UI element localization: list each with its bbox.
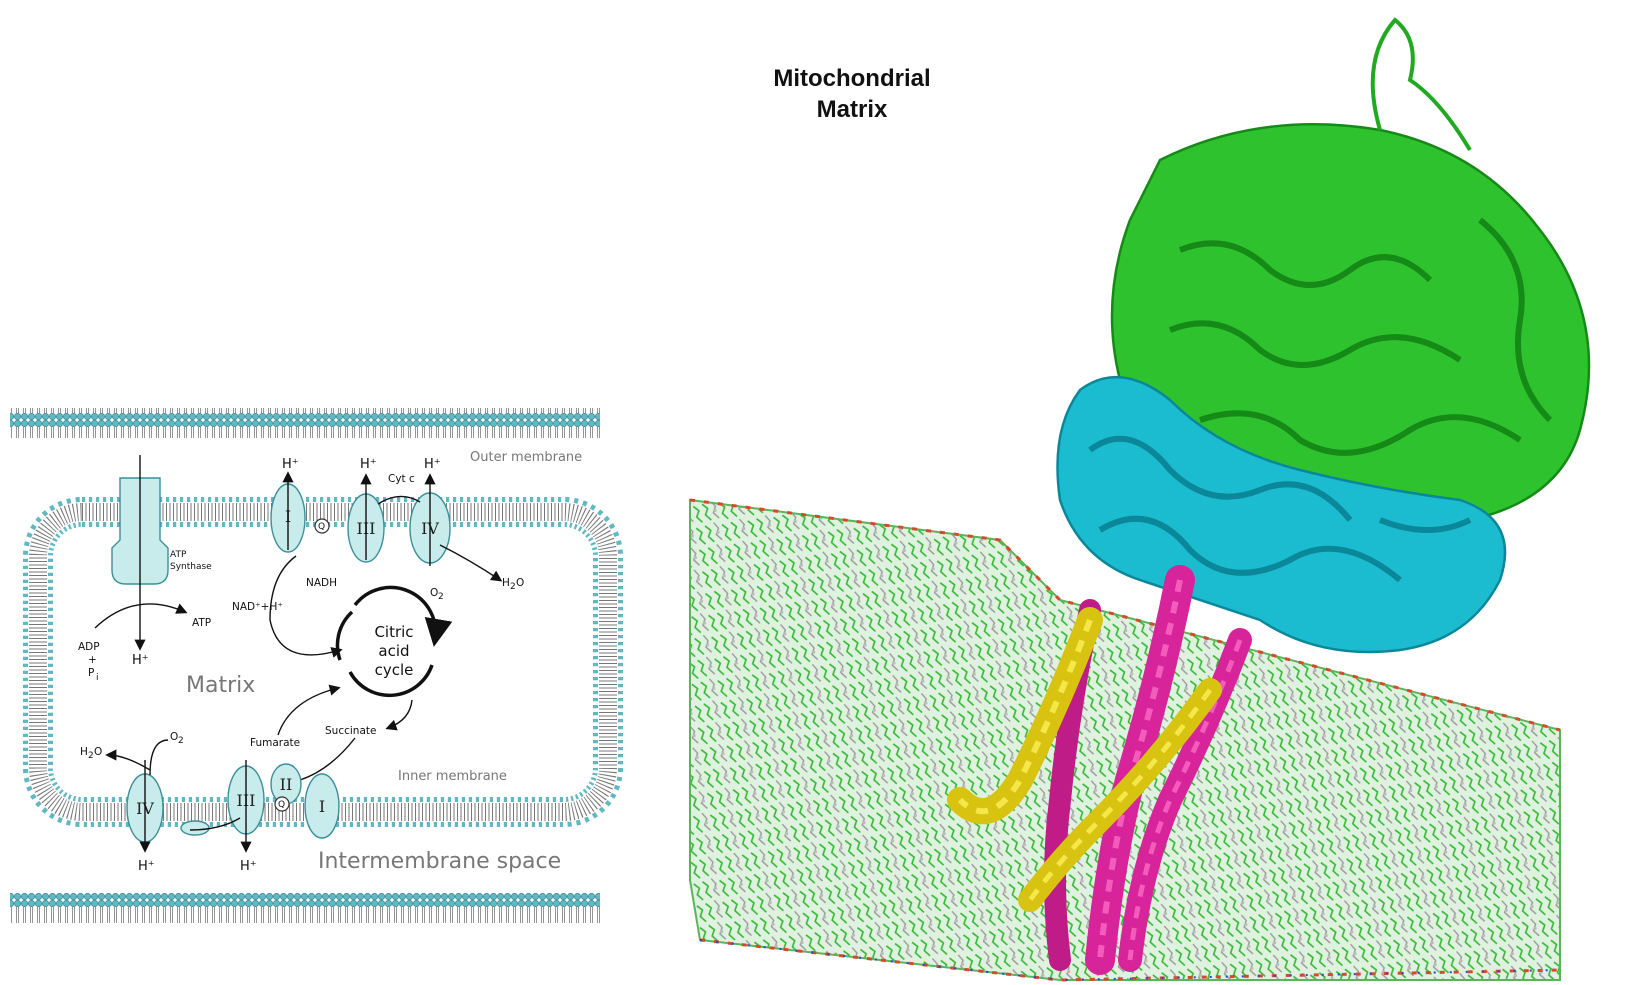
svg-text:2: 2 — [88, 751, 94, 761]
yellow-helices — [947, 607, 1222, 912]
svg-text:Q: Q — [278, 800, 285, 810]
svg-text:2: 2 — [178, 736, 184, 746]
intermembrane-bottom-bilayer — [10, 893, 600, 923]
h-plus-complex-III: H⁺ — [360, 457, 377, 472]
complex-I-bottom — [304, 773, 340, 839]
complex-I-bottom-label: I — [319, 797, 325, 816]
h-plus-bottom-III: H⁺ — [240, 859, 257, 874]
intermembrane-space-label: Intermembrane space — [318, 849, 561, 874]
citric-cycle-line-2: acid — [378, 642, 409, 660]
adp-plus: + — [88, 654, 97, 666]
h2o-bottom-h: H — [80, 746, 88, 758]
adp-label: ADP — [78, 641, 100, 653]
q-bottom — [274, 796, 290, 812]
h-plus-atp-synthase: H⁺ — [132, 653, 149, 668]
svg-text:2: 2 — [510, 582, 516, 592]
phosphate-label: P — [88, 667, 94, 679]
phosphate-sub: i — [96, 673, 99, 683]
svg-text:O: O — [516, 577, 524, 589]
atp-synthase-label-1: ATP — [170, 550, 187, 560]
h-plus-complex-IV: H⁺ — [424, 457, 441, 472]
fumarate-label: Fumarate — [250, 737, 300, 749]
nadh-label: NADH — [306, 577, 337, 589]
o2-bottom: O — [170, 731, 178, 743]
protein-membrane-structure — [689, 17, 1591, 982]
svg-text:2: 2 — [438, 592, 444, 602]
atp-label: ATP — [192, 617, 211, 629]
atp-synthase-label-2: Synthase — [170, 562, 212, 572]
h-plus-complex-I: H⁺ — [282, 457, 299, 472]
title-line-2: Matrix — [817, 96, 888, 123]
electron-transport-diagram: Outer membrane Inner membrane ATP Syntha… — [10, 408, 623, 923]
outer-membrane-bilayer — [10, 408, 600, 438]
q-top — [314, 518, 330, 534]
green-protein-domain — [1110, 17, 1591, 528]
succinate-label: Succinate — [325, 725, 376, 737]
citric-cycle-line-3: cycle — [375, 661, 414, 679]
cyt-c-bottom — [180, 820, 210, 836]
h2o-top-h: H — [502, 577, 510, 589]
nad-label: NAD⁺+H⁺ — [232, 601, 283, 613]
o2-top: O — [430, 587, 438, 599]
complex-II-bottom-label: II — [280, 775, 293, 794]
h-plus-bottom-IV: H⁺ — [138, 859, 155, 874]
matrix-label: Matrix — [186, 673, 255, 698]
outer-membrane-label: Outer membrane — [470, 450, 582, 465]
title-line-1: Mitochondrial — [773, 65, 930, 92]
svg-text:Q: Q — [318, 522, 325, 532]
page-title: Mitochondrial Matrix — [773, 65, 930, 123]
svg-text:O: O — [94, 746, 102, 758]
cyt-c-label: Cyt c — [388, 473, 415, 485]
citric-cycle-line-1: Citric — [374, 623, 413, 641]
inner-membrane-label: Inner membrane — [398, 769, 507, 784]
